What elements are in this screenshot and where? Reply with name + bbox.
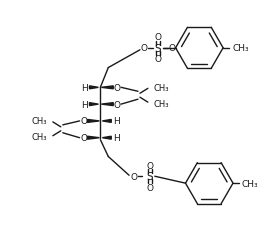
- Text: O: O: [146, 183, 153, 192]
- Polygon shape: [101, 87, 113, 89]
- Text: O: O: [80, 117, 87, 126]
- Text: O: O: [140, 44, 147, 53]
- Text: CH₃: CH₃: [154, 99, 169, 108]
- Text: O: O: [154, 33, 161, 42]
- Text: H: H: [113, 117, 120, 126]
- Text: O: O: [146, 161, 153, 170]
- Text: H: H: [81, 83, 88, 93]
- Polygon shape: [101, 103, 113, 106]
- Polygon shape: [102, 120, 111, 123]
- Text: CH₃: CH₃: [32, 133, 47, 142]
- Text: S: S: [147, 172, 153, 181]
- Text: O: O: [131, 172, 138, 181]
- Polygon shape: [102, 137, 111, 140]
- Text: O: O: [114, 100, 121, 109]
- Text: O: O: [168, 44, 175, 53]
- Text: O: O: [80, 134, 87, 143]
- Text: H: H: [113, 134, 120, 143]
- Text: O: O: [114, 83, 121, 93]
- Polygon shape: [88, 120, 99, 123]
- Text: H: H: [81, 100, 88, 109]
- Polygon shape: [89, 103, 98, 106]
- Text: CH₃: CH₃: [242, 179, 258, 188]
- Text: CH₃: CH₃: [32, 117, 47, 126]
- Polygon shape: [89, 87, 98, 89]
- Text: O: O: [154, 55, 161, 64]
- Text: CH₃: CH₃: [154, 83, 169, 93]
- Text: S: S: [154, 44, 161, 54]
- Text: CH₃: CH₃: [232, 44, 249, 53]
- Polygon shape: [88, 137, 99, 140]
